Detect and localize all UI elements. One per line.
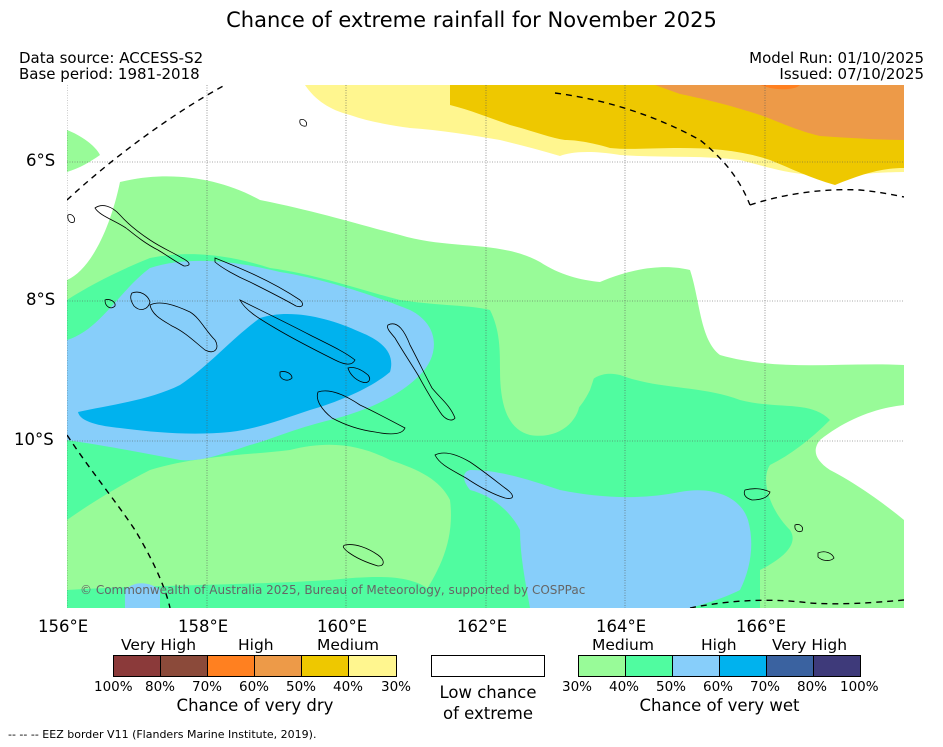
dry-pct-80: 80%: [145, 679, 176, 695]
lon-tick-156: 156°E: [38, 617, 89, 636]
lon-tick-164: 164°E: [596, 617, 647, 636]
dry-swatch-40-50: [302, 656, 349, 676]
santa-cruz-islands: [743, 488, 771, 501]
base-period: Base period: 1981-2018: [19, 65, 200, 83]
dry-pct-100: 100%: [94, 679, 133, 695]
guadalcanal-island: [316, 390, 406, 435]
shortland-islands: [104, 299, 116, 309]
utupua-island: [794, 524, 803, 533]
header-left: Data source: ACCESS-S2 Base period: 1981…: [19, 50, 203, 82]
wet-30-40-nw-patch: [67, 130, 100, 172]
issued-date: Issued: 07/10/2025: [779, 65, 924, 83]
makira-island: [434, 452, 513, 499]
dry-swatch-60-70: [208, 656, 255, 676]
wet-swatch-70-80: [767, 656, 814, 676]
wet-pct-70: 70%: [750, 679, 781, 695]
wet-swatch-40-50: [626, 656, 673, 676]
dry-cat-high: High: [238, 636, 274, 654]
dry-caption: Chance of very dry: [176, 696, 334, 715]
russell-islands: [279, 371, 293, 381]
low-chance-swatch: [431, 655, 545, 677]
dry-pct-70: 70%: [192, 679, 223, 695]
dry-swatch-70-80: [161, 656, 208, 676]
wet-30-40-inner: [502, 302, 605, 419]
ontong-java-atoll: [299, 119, 307, 127]
lat-tick-6s: 6°S: [26, 151, 56, 170]
wet-swatch-50-60: [673, 656, 720, 676]
map-fields: [67, 85, 904, 608]
bougainville-island: [94, 205, 190, 267]
wet-50-60-southwest: [125, 583, 160, 608]
low-chance-patch-2: [815, 405, 904, 520]
low-chance-caption: Low chance of extreme: [421, 682, 555, 724]
wet-colorbar: [578, 655, 861, 677]
chart-title: Chance of extreme rainfall for November …: [226, 8, 717, 32]
buka-islet: [67, 214, 75, 223]
dry-pct-60: 60%: [239, 679, 270, 695]
wet-caption: Chance of very wet: [639, 696, 800, 715]
wet-pct-40: 40%: [609, 679, 640, 695]
dry-swatch-30-40: [349, 656, 396, 676]
malaita-island: [387, 323, 456, 421]
lon-tick-162: 162°E: [457, 617, 508, 636]
dry-50-60-region: [655, 85, 904, 140]
wet-cat-high: High: [701, 636, 737, 654]
dry-pct-50: 50%: [286, 679, 317, 695]
lat-tick-10s: 10°S: [14, 430, 54, 449]
dry-pct-30: 30%: [381, 679, 412, 695]
lon-tick-160: 160°E: [317, 617, 368, 636]
wet-swatch-30-40: [579, 656, 626, 676]
isabel-island: [239, 299, 356, 365]
lon-tick-166: 166°E: [736, 617, 787, 636]
eez-footnote: -- -- -- EEZ border V11 (Flanders Marine…: [8, 728, 317, 741]
wet-50-60-south-region: [464, 470, 752, 608]
florida-islands: [347, 367, 370, 383]
dry-cat-medium: Medium: [317, 636, 379, 654]
vanikoro-island: [817, 551, 835, 561]
vella-lavella-island: [130, 291, 151, 310]
wet-30-40-southwest: [67, 444, 451, 608]
wet-pct-30: 30%: [562, 679, 593, 695]
header-right: Model Run: 01/10/2025 Issued: 07/10/2025: [749, 50, 924, 82]
low-chance-line1: Low chance: [439, 683, 537, 702]
dry-pct-40: 40%: [333, 679, 364, 695]
wet-cat-medium: Medium: [592, 636, 654, 654]
wet-swatch-80-100: [814, 656, 860, 676]
rennell-island: [342, 544, 384, 567]
dry-swatch-80-100: [114, 656, 161, 676]
model-run: Model Run: 01/10/2025: [749, 49, 924, 67]
dry-60-70-spot: [760, 85, 800, 90]
copyright-notice: © Commonwealth of Australia 2025, Bureau…: [80, 583, 586, 597]
lat-tick-8s: 8°S: [26, 290, 56, 309]
new-georgia-islands: [149, 302, 218, 353]
dry-swatch-50-60: [255, 656, 302, 676]
wet-swatch-60-70: [720, 656, 767, 676]
wet-cat-very-high: Very High: [772, 636, 848, 654]
wet-pct-80: 80%: [797, 679, 828, 695]
wet-pct-50: 50%: [656, 679, 687, 695]
wet-60-70-hotspot: [78, 313, 392, 434]
wet-pct-100: 100%: [840, 679, 879, 695]
lon-tick-158: 158°E: [178, 617, 229, 636]
eez-borders: [67, 85, 904, 608]
dry-cat-very-high: Very High: [121, 636, 197, 654]
coastlines: [67, 119, 835, 567]
wet-pct-60: 60%: [703, 679, 734, 695]
gridlines: [67, 85, 904, 608]
data-source: Data source: ACCESS-S2: [19, 49, 204, 67]
choiseul-island: [214, 257, 303, 308]
low-chance-line2: of extreme: [442, 704, 534, 723]
dry-colorbar: [113, 655, 397, 677]
